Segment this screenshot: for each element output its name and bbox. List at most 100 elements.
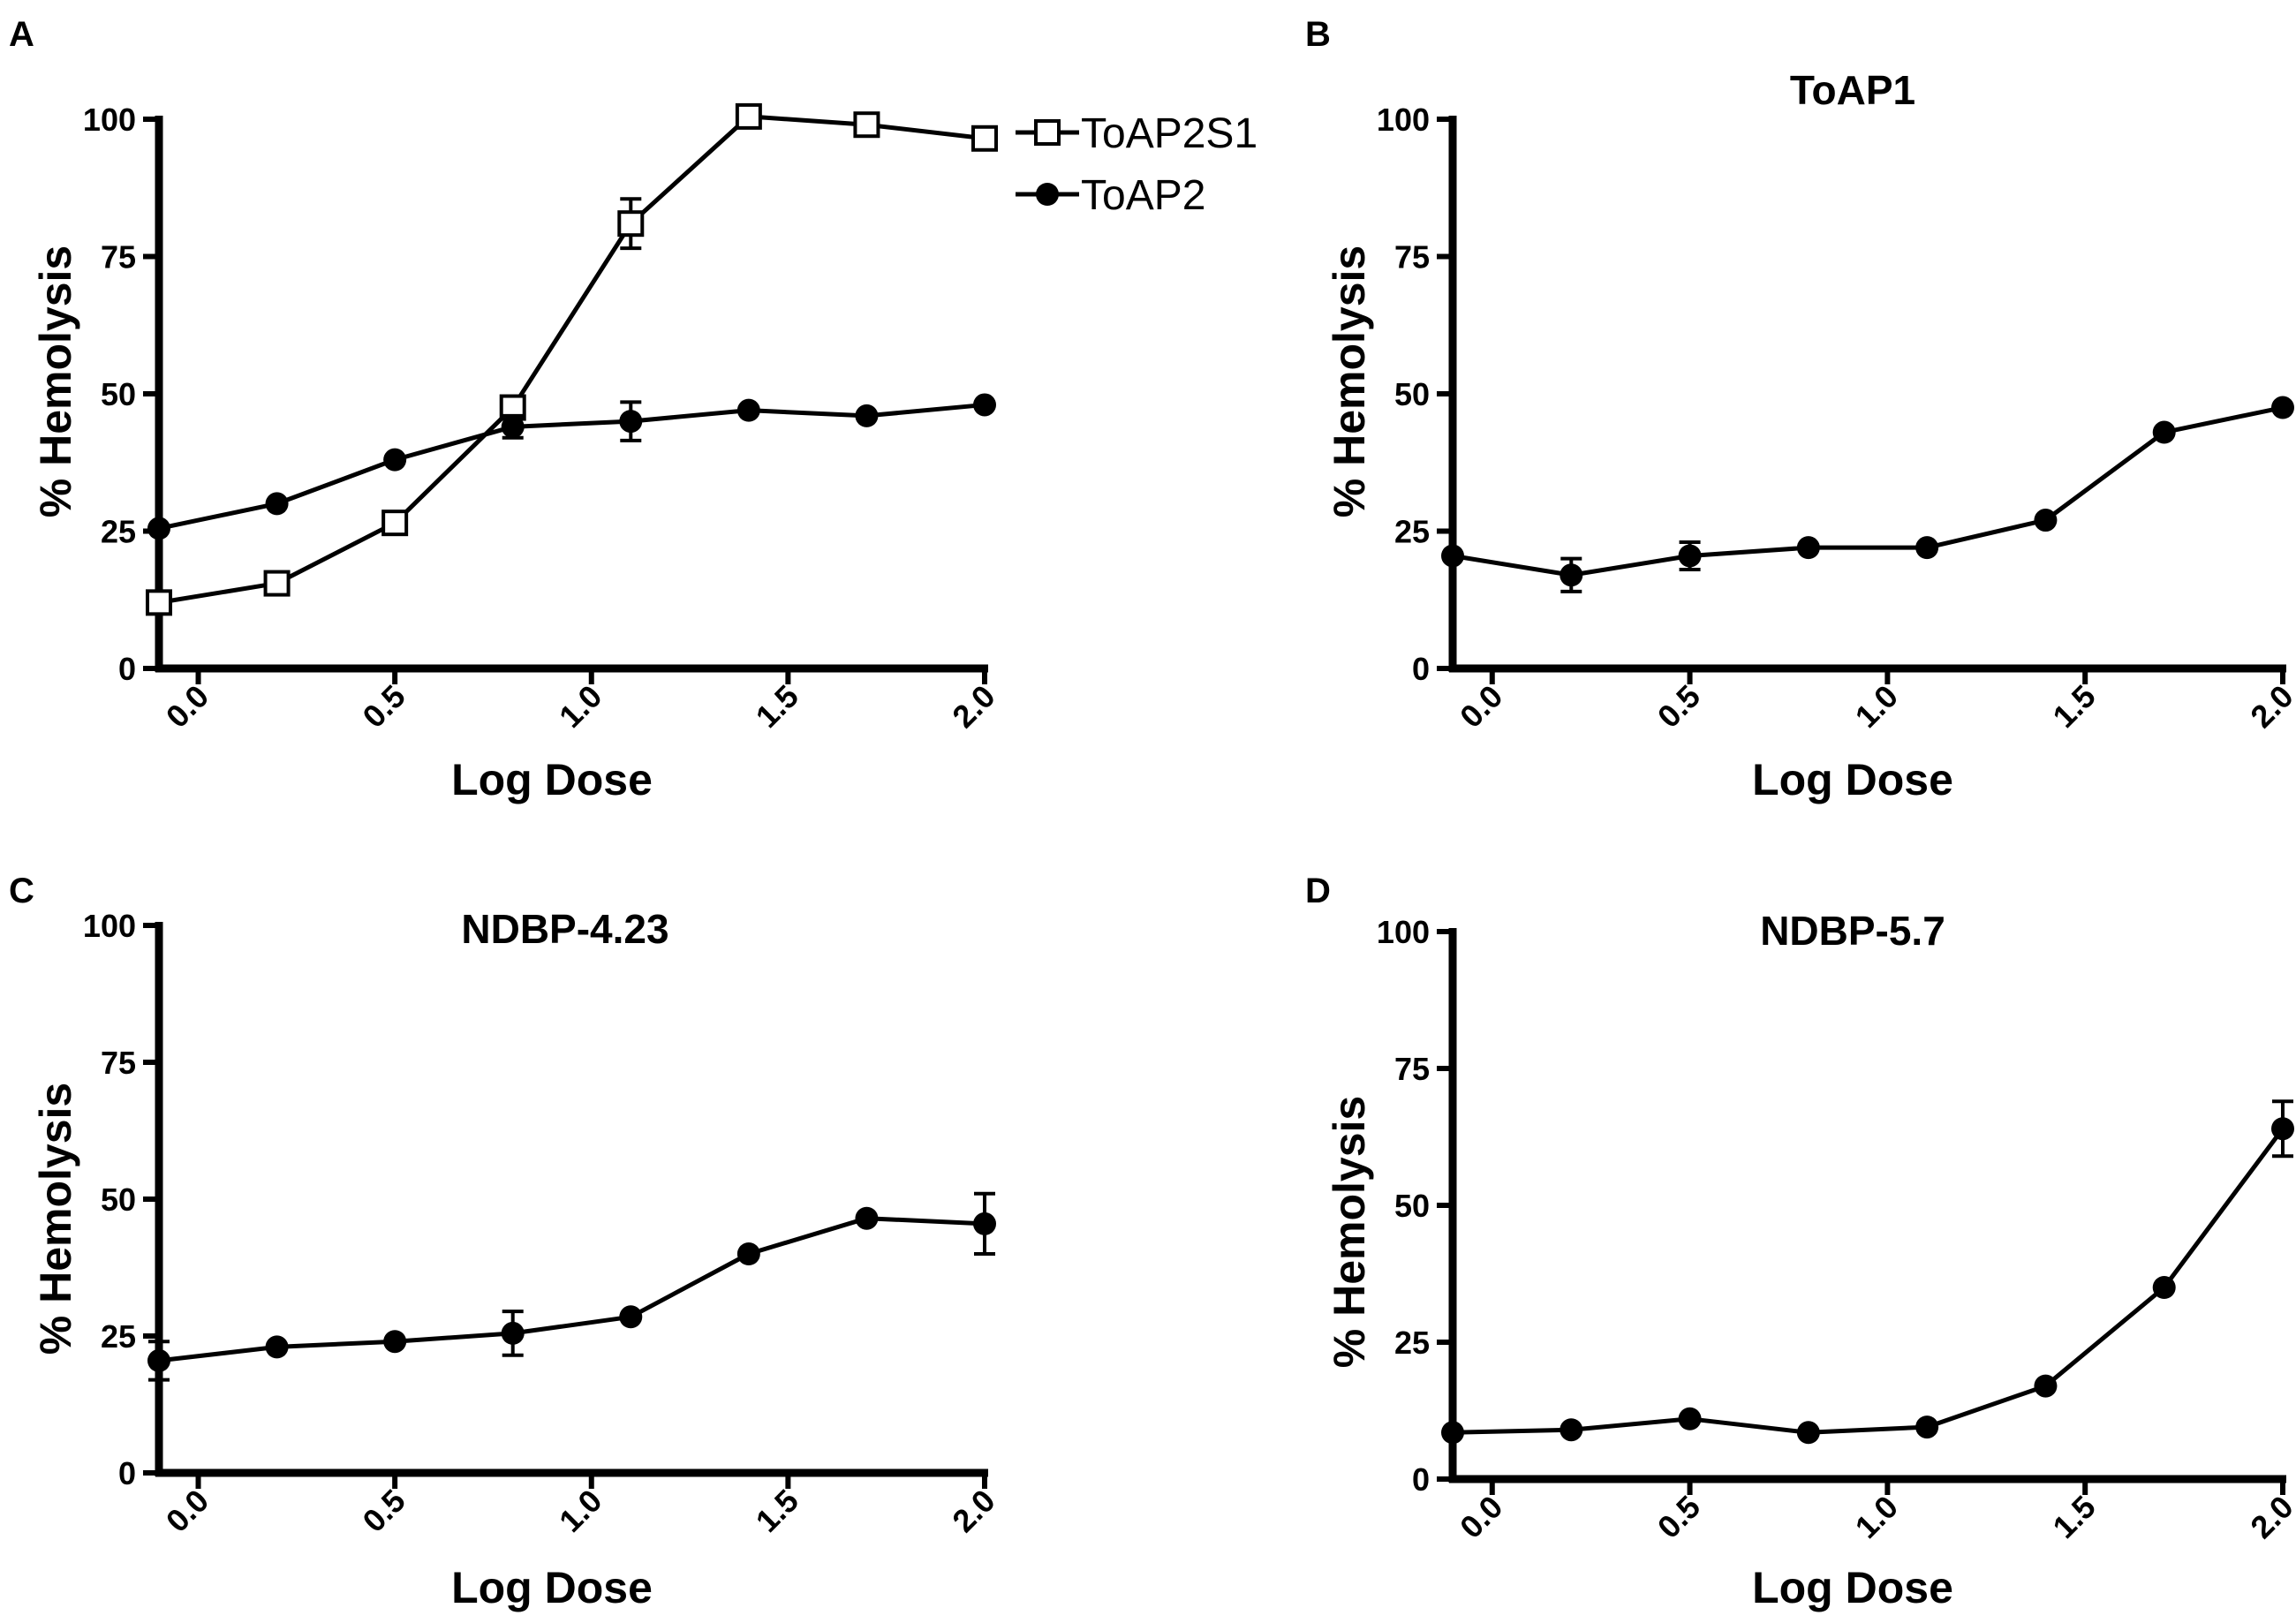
panel-a-point-square — [617, 210, 645, 238]
panel-a-point-square — [381, 510, 409, 537]
panel-a-point-circle — [736, 398, 760, 422]
panel-d-point-circle — [1560, 1418, 1583, 1442]
panel-a-point-circle — [383, 448, 407, 472]
panel-d-ytick-label: 75 — [1394, 1051, 1430, 1087]
panel-a-xtick-label: 1.5 — [749, 678, 805, 735]
panel-c-ylabel: % Hemolysis — [31, 1083, 80, 1355]
panel-d-point-circle — [2152, 1276, 2176, 1299]
panel-c-xtick-label: 2.0 — [945, 1483, 1001, 1539]
panel-d-point-circle — [1796, 1421, 1820, 1445]
panel-a-point-circle — [501, 415, 525, 439]
panel-c-point-circle — [147, 1348, 170, 1372]
panel-d-ytick-label: 100 — [1377, 914, 1430, 950]
panel-a-series-0 — [146, 102, 998, 616]
panel-b-point-circle — [1441, 544, 1464, 568]
panel-b-ytick-label: 100 — [1377, 102, 1430, 138]
panel-a-ytick-label: 100 — [83, 102, 136, 138]
panel-b-ytick-label: 0 — [1412, 651, 1430, 687]
panel-d-chart: NDBP-5.7 % Hemolysis Log Dose 0 25 50 75 100… — [1325, 908, 2296, 1612]
panel-letter-a: A — [9, 15, 34, 54]
panel-a-xlabel: Log Dose — [451, 755, 653, 804]
panel-b-point-circle — [1678, 544, 1702, 568]
panel-b-point-circle — [1796, 536, 1820, 560]
legend-entry-1: ToAP2 — [1016, 172, 1205, 219]
panel-a-point-circle — [973, 393, 996, 417]
panel-b-xtick-label: 1.0 — [1848, 678, 1905, 735]
panel-a-ylabel: % Hemolysis — [31, 245, 80, 517]
panel-d-xtick-label: 1.5 — [2045, 1489, 2102, 1545]
panel-c-xlabel: Log Dose — [451, 1563, 653, 1612]
panel-b-xtick-label: 0.5 — [1650, 678, 1707, 735]
panel-c-point-circle — [973, 1212, 996, 1235]
panel-b-ytick-label: 50 — [1394, 376, 1430, 412]
legend-label-1: ToAP2 — [1081, 172, 1205, 219]
panel-d-ylabel: % Hemolysis — [1325, 1096, 1374, 1368]
panel-c-chart: NDBP-4.23 % Hemolysis Log Dose 0 25 50 75 10… — [31, 906, 1002, 1612]
panel-c-ytick-label: 100 — [83, 908, 136, 944]
panel-c-xtick-label: 1.5 — [749, 1483, 805, 1539]
panel-c-series-0-line — [158, 1216, 986, 1363]
panel-d-point-circle — [1678, 1407, 1702, 1431]
panel-b-point-circle — [1560, 563, 1583, 587]
panel-b-point-circle — [2271, 396, 2294, 419]
legend-label-0: ToAP2S1 — [1081, 110, 1258, 157]
panel-a-point-circle — [619, 410, 643, 434]
panel-a-ytick-label: 75 — [101, 239, 136, 276]
panel-c-title: NDBP-4.23 — [461, 906, 668, 952]
panel-letter-d: D — [1305, 872, 1331, 910]
legend-circle-marker — [1036, 183, 1059, 206]
panel-d-point-circle — [2034, 1374, 2058, 1398]
panel-d-series-0-line — [1452, 1127, 2285, 1435]
panel-a-series-0-line — [158, 114, 986, 605]
panel-c-series-0 — [147, 1191, 996, 1382]
panel-d-point-circle — [1915, 1415, 1939, 1439]
panel-c-point-circle — [265, 1335, 289, 1359]
panel-a-point-square — [735, 102, 762, 130]
panel-c-point-circle — [619, 1305, 643, 1329]
panel-a-xtick-label: 0.5 — [355, 678, 412, 735]
panel-d-xtick-label: 0.5 — [1650, 1489, 1707, 1545]
panel-c-ytick-label: 75 — [101, 1045, 136, 1081]
panel-c-ytick-label: 0 — [118, 1455, 136, 1491]
panel-letter-c: C — [9, 872, 34, 910]
panel-a-point-circle — [265, 492, 289, 516]
panel-d-point-circle — [2271, 1117, 2294, 1141]
panel-b-xtick-label: 1.5 — [2045, 678, 2102, 735]
panel-c-xtick-label: 0.0 — [159, 1483, 215, 1539]
panel-b-series-0-line — [1452, 405, 2284, 577]
panel-c-xtick-label: 1.0 — [552, 1483, 608, 1539]
panel-c-ytick-label: 25 — [101, 1318, 136, 1355]
legend-square-marker — [1034, 119, 1061, 146]
panel-a-point-square — [146, 589, 172, 616]
panel-a-legend: ToAP2S1 ToAP2 — [1016, 110, 1258, 219]
panel-a-point-square — [971, 125, 998, 152]
panel-d-series-0 — [1441, 1099, 2294, 1445]
panel-b-xtick-label: 0.0 — [1453, 678, 1509, 735]
panel-letter-b: B — [1305, 15, 1331, 54]
panel-a-ytick-label: 50 — [101, 376, 136, 412]
panel-d-point-circle — [1441, 1421, 1464, 1445]
panel-d-xtick-label: 0.0 — [1453, 1489, 1509, 1545]
panel-a-ytick-label: 0 — [118, 651, 136, 687]
panel-b-chart: ToAP1 % Hemolysis Log Dose 0 25 50 75 100 0.0… — [1325, 67, 2296, 804]
panel-d-ytick-label: 50 — [1394, 1188, 1430, 1224]
panel-a-point-circle — [147, 517, 170, 540]
panel-b-ytick-label: 75 — [1394, 239, 1430, 276]
panel-b-ylabel: % Hemolysis — [1325, 245, 1374, 517]
panel-b-point-circle — [1915, 536, 1939, 560]
panel-c-point-circle — [383, 1330, 407, 1354]
panel-a-xtick-label: 1.0 — [552, 678, 608, 735]
panel-a-chart: % Hemolysis Log Dose 0 25 50 75 100 0.0 0.5 1.0… — [31, 102, 1258, 804]
panel-b-title: ToAP1 — [1790, 67, 1915, 113]
panel-b-series-0 — [1441, 396, 2294, 593]
panel-a-point-square — [263, 570, 291, 597]
panel-b-xlabel: Log Dose — [1752, 755, 1953, 804]
panel-d-xtick-label: 1.0 — [1848, 1489, 1905, 1545]
legend-entry-0: ToAP2S1 — [1016, 110, 1258, 157]
panel-b-xtick-label: 2.0 — [2243, 678, 2296, 735]
panel-d-title: NDBP-5.7 — [1760, 908, 1945, 954]
panel-a-series-1 — [147, 393, 996, 540]
panel-c-point-circle — [501, 1321, 525, 1345]
panel-b-point-circle — [2034, 509, 2058, 532]
